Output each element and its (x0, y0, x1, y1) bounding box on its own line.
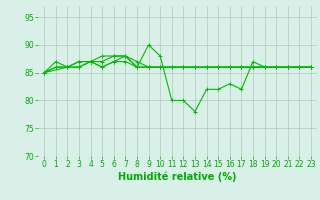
X-axis label: Humidité relative (%): Humidité relative (%) (118, 172, 237, 182)
